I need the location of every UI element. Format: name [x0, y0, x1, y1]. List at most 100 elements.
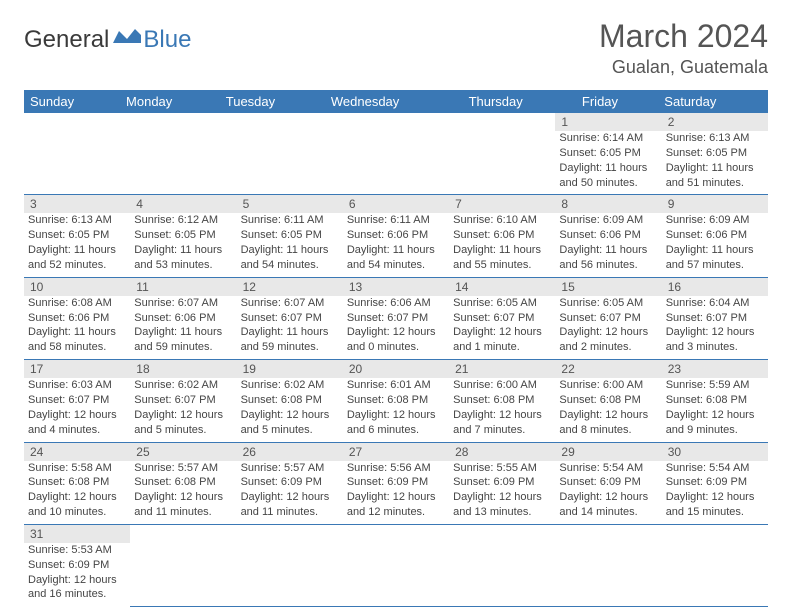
day-content-cell: Sunrise: 6:13 AMSunset: 6:05 PMDaylight:… [662, 131, 768, 195]
day-number-cell [237, 524, 343, 543]
daylight-text-1: Daylight: 12 hours [559, 325, 657, 340]
day-content-cell: Sunrise: 5:53 AMSunset: 6:09 PMDaylight:… [24, 543, 130, 606]
day-number-cell: 31 [24, 524, 130, 543]
day-content-cell: Sunrise: 6:06 AMSunset: 6:07 PMDaylight:… [343, 296, 449, 360]
day-content-cell [449, 131, 555, 195]
dayhead-sunday: Sunday [24, 90, 120, 113]
sunset-text: Sunset: 6:06 PM [559, 228, 657, 243]
daylight-text-2: and 8 minutes. [559, 423, 657, 438]
calendar-table: Sunday Monday Tuesday Wednesday Thursday… [24, 90, 768, 113]
day-number-cell: 1 [555, 113, 661, 131]
day-number-cell [24, 113, 130, 131]
sunrise-text: Sunrise: 6:03 AM [28, 378, 126, 393]
day-content-cell: Sunrise: 6:01 AMSunset: 6:08 PMDaylight:… [343, 378, 449, 442]
day-number-cell: 7 [449, 195, 555, 214]
day-content-cell: Sunrise: 5:57 AMSunset: 6:09 PMDaylight:… [237, 461, 343, 525]
daylight-text-1: Daylight: 11 hours [347, 243, 445, 258]
daylight-text-2: and 7 minutes. [453, 423, 551, 438]
daylight-text-2: and 50 minutes. [559, 176, 657, 191]
sunset-text: Sunset: 6:08 PM [453, 393, 551, 408]
sunset-text: Sunset: 6:07 PM [666, 311, 764, 326]
day-content-cell: Sunrise: 6:11 AMSunset: 6:06 PMDaylight:… [343, 213, 449, 277]
day-content-cell: Sunrise: 6:07 AMSunset: 6:06 PMDaylight:… [130, 296, 236, 360]
sunset-text: Sunset: 6:07 PM [28, 393, 126, 408]
day-number-cell [555, 524, 661, 543]
day-content-cell: Sunrise: 6:14 AMSunset: 6:05 PMDaylight:… [555, 131, 661, 195]
day-content-cell: Sunrise: 6:05 AMSunset: 6:07 PMDaylight:… [449, 296, 555, 360]
sunrise-text: Sunrise: 6:12 AM [134, 213, 232, 228]
month-title: March 2024 [599, 18, 768, 55]
day-content-cell: Sunrise: 5:58 AMSunset: 6:08 PMDaylight:… [24, 461, 130, 525]
sunset-text: Sunset: 6:06 PM [666, 228, 764, 243]
day-content-cell [555, 543, 661, 606]
day-content-row: Sunrise: 6:13 AMSunset: 6:05 PMDaylight:… [24, 213, 768, 277]
sunrise-text: Sunrise: 6:00 AM [453, 378, 551, 393]
sunrise-text: Sunrise: 6:01 AM [347, 378, 445, 393]
daylight-text-1: Daylight: 11 hours [453, 243, 551, 258]
day-number-cell: 17 [24, 360, 130, 379]
day-content-cell: Sunrise: 5:56 AMSunset: 6:09 PMDaylight:… [343, 461, 449, 525]
day-number-cell [237, 113, 343, 131]
day-content-cell [343, 131, 449, 195]
dayhead-monday: Monday [120, 90, 220, 113]
day-content-cell: Sunrise: 6:13 AMSunset: 6:05 PMDaylight:… [24, 213, 130, 277]
sunrise-text: Sunrise: 6:13 AM [666, 131, 764, 146]
sunrise-text: Sunrise: 6:14 AM [559, 131, 657, 146]
sunrise-text: Sunrise: 6:02 AM [134, 378, 232, 393]
day-number-cell: 21 [449, 360, 555, 379]
day-number-cell: 22 [555, 360, 661, 379]
daylight-text-1: Daylight: 12 hours [666, 325, 764, 340]
daylight-text-2: and 13 minutes. [453, 505, 551, 520]
daynum-row: 3456789 [24, 195, 768, 214]
sunrise-text: Sunrise: 6:09 AM [666, 213, 764, 228]
daylight-text-2: and 3 minutes. [666, 340, 764, 355]
daylight-text-1: Daylight: 12 hours [666, 490, 764, 505]
day-content-cell: Sunrise: 6:10 AMSunset: 6:06 PMDaylight:… [449, 213, 555, 277]
day-content-cell: Sunrise: 5:54 AMSunset: 6:09 PMDaylight:… [555, 461, 661, 525]
day-number-cell: 24 [24, 442, 130, 461]
daylight-text-1: Daylight: 12 hours [666, 408, 764, 423]
title-block: March 2024 Gualan, Guatemala [599, 18, 768, 78]
sunrise-text: Sunrise: 6:05 AM [559, 296, 657, 311]
day-content-cell: Sunrise: 6:02 AMSunset: 6:07 PMDaylight:… [130, 378, 236, 442]
daynum-row: 17181920212223 [24, 360, 768, 379]
sunset-text: Sunset: 6:09 PM [28, 558, 126, 573]
day-content-cell [130, 131, 236, 195]
dayhead-row: Sunday Monday Tuesday Wednesday Thursday… [24, 90, 768, 113]
sunrise-text: Sunrise: 6:06 AM [347, 296, 445, 311]
sunrise-text: Sunrise: 6:04 AM [666, 296, 764, 311]
daylight-text-1: Daylight: 11 hours [134, 243, 232, 258]
daylight-text-2: and 57 minutes. [666, 258, 764, 273]
day-number-cell [662, 524, 768, 543]
day-number-cell [343, 113, 449, 131]
daylight-text-2: and 5 minutes. [241, 423, 339, 438]
day-number-cell: 19 [237, 360, 343, 379]
daylight-text-2: and 55 minutes. [453, 258, 551, 273]
day-number-cell: 20 [343, 360, 449, 379]
sunset-text: Sunset: 6:07 PM [559, 311, 657, 326]
daylight-text-2: and 58 minutes. [28, 340, 126, 355]
flag-icon [113, 29, 141, 52]
sunset-text: Sunset: 6:05 PM [559, 146, 657, 161]
sunrise-text: Sunrise: 6:02 AM [241, 378, 339, 393]
sunset-text: Sunset: 6:07 PM [134, 393, 232, 408]
sunset-text: Sunset: 6:06 PM [347, 228, 445, 243]
daylight-text-1: Daylight: 12 hours [241, 490, 339, 505]
daylight-text-1: Daylight: 12 hours [28, 573, 126, 588]
day-content-cell: Sunrise: 5:59 AMSunset: 6:08 PMDaylight:… [662, 378, 768, 442]
sunset-text: Sunset: 6:09 PM [453, 475, 551, 490]
sunset-text: Sunset: 6:05 PM [666, 146, 764, 161]
day-number-cell: 8 [555, 195, 661, 214]
daylight-text-1: Daylight: 12 hours [453, 408, 551, 423]
day-content-cell [237, 543, 343, 606]
day-number-cell: 30 [662, 442, 768, 461]
day-content-cell: Sunrise: 6:02 AMSunset: 6:08 PMDaylight:… [237, 378, 343, 442]
day-number-cell: 10 [24, 277, 130, 296]
day-number-cell: 13 [343, 277, 449, 296]
day-content-row: Sunrise: 5:53 AMSunset: 6:09 PMDaylight:… [24, 543, 768, 606]
daylight-text-2: and 6 minutes. [347, 423, 445, 438]
sunrise-text: Sunrise: 6:07 AM [134, 296, 232, 311]
day-content-cell: Sunrise: 6:07 AMSunset: 6:07 PMDaylight:… [237, 296, 343, 360]
sunset-text: Sunset: 6:05 PM [241, 228, 339, 243]
day-number-cell: 4 [130, 195, 236, 214]
